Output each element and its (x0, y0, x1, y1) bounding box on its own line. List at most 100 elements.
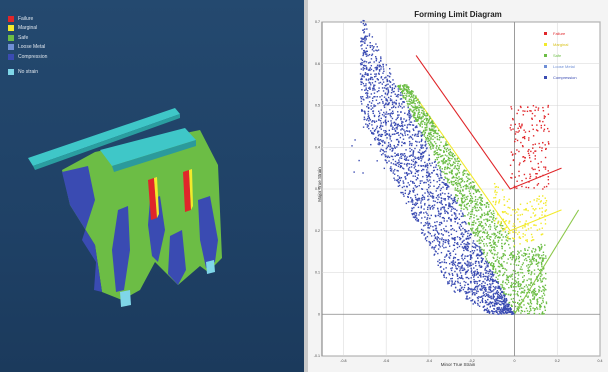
scatter-point-compression (382, 149, 385, 152)
scatter-point-marginal (509, 232, 511, 234)
scatter-point-safe (420, 107, 422, 109)
scatter-point-compression (399, 166, 402, 169)
scatter-point-compression (382, 78, 384, 81)
scatter-point-compression (376, 64, 379, 66)
scatter-point-compression (420, 222, 422, 224)
scatter-point-safe (438, 139, 441, 141)
scatter-point-compression (387, 142, 390, 144)
scatter-point-compression (393, 87, 396, 90)
scatter-point-safe (496, 253, 498, 256)
scatter-point-compression (408, 144, 411, 146)
scatter-point-compression (459, 272, 462, 274)
scatter-point-safe (479, 223, 481, 225)
scatter-point-safe (470, 215, 472, 218)
scatter-point-compression (365, 53, 367, 55)
3d-viewport[interactable]: Failure Marginal Safe Loose Metal Compre… (0, 0, 304, 372)
scatter-point-safe (520, 309, 523, 312)
scatter-point-safe (422, 120, 424, 122)
scatter-point-compression (398, 159, 400, 161)
scatter-point-marginal (498, 200, 500, 203)
scatter-point-compression (400, 111, 402, 113)
scatter-point-compression (380, 122, 382, 124)
scatter-point-compression (427, 195, 429, 197)
scatter-point-compression (428, 204, 430, 207)
scatter-point-safe (540, 243, 542, 246)
scatter-point-compression (368, 82, 370, 84)
scatter-point-safe (459, 178, 462, 180)
scatter-point-safe (500, 263, 503, 265)
scatter-point-compression (394, 85, 397, 87)
scatter-point-compression (498, 287, 501, 290)
scatter-point-safe (531, 263, 533, 265)
scatter-point-safe (498, 274, 501, 276)
scatter-point-compression (438, 262, 441, 264)
scatter-point-safe (496, 245, 498, 248)
scatter-point-safe (461, 199, 463, 201)
scatter-point-compression (488, 294, 490, 297)
scatter-point-compression (413, 203, 416, 205)
scatter-point-safe (534, 248, 537, 250)
scatter-point-marginal (507, 237, 509, 240)
scatter-point-marginal (497, 186, 499, 189)
scatter-point-safe (469, 186, 472, 189)
scatter-point-compression (377, 49, 380, 51)
scatter-point-safe (521, 310, 524, 312)
scatter-point-safe (489, 242, 491, 244)
scatter-point-compression (505, 304, 507, 306)
scatter-point-failure (514, 187, 516, 189)
scatter-point-compression (377, 78, 379, 81)
scatter-point-compression (468, 234, 471, 237)
scatter-point-compression (474, 282, 476, 285)
scatter-point-compression (364, 23, 367, 25)
scatter-point-safe (444, 177, 447, 179)
scatter-point-safe (542, 260, 544, 262)
scatter-point-compression (374, 80, 377, 83)
scatter-point-compression (426, 212, 428, 215)
scatter-point-compression (456, 236, 459, 238)
scatter-point-failure (548, 130, 550, 133)
scatter-point-safe (506, 240, 509, 242)
scatter-point-compression (500, 307, 503, 309)
scatter-point-safe (451, 164, 454, 167)
scatter-point-safe (458, 160, 460, 163)
scatter-point-failure (523, 129, 525, 131)
scatter-point-safe (436, 135, 438, 138)
scatter-point-marginal (514, 212, 516, 214)
scatter-point-safe (418, 111, 420, 113)
scatter-point-compression (391, 150, 393, 152)
scatter-point-safe (452, 183, 455, 186)
scatter-point-safe (424, 136, 427, 139)
scatter-point-compression (447, 240, 449, 243)
scatter-point-compression (417, 177, 419, 180)
scatter-point-compression (429, 176, 432, 178)
scatter-point-compression (476, 253, 478, 256)
scatter-point-safe (485, 236, 488, 238)
scatter-point-compression (410, 121, 413, 123)
scatter-point-compression (472, 240, 475, 242)
scatter-point-compression (376, 132, 379, 134)
scatter-point-compression (459, 238, 461, 241)
scatter-point-compression (367, 125, 370, 127)
scatter-point-compression (449, 196, 451, 198)
scatter-point-compression (362, 69, 364, 71)
scatter-point-compression (416, 177, 418, 179)
scatter-point-safe (541, 258, 544, 260)
scatter-point-compression (503, 306, 506, 308)
scatter-point-compression (479, 284, 481, 286)
scatter-point-compression (422, 168, 424, 171)
scatter-point-compression (378, 70, 381, 72)
scatter-point-compression (369, 42, 371, 44)
scatter-point-safe (454, 182, 457, 185)
scatter-point-compression (386, 156, 389, 159)
scatter-point-compression (509, 307, 512, 309)
scatter-point-compression (452, 244, 455, 246)
scatter-point-compression (446, 220, 448, 222)
scatter-point-safe (541, 312, 543, 314)
scatter-point-compression (406, 172, 408, 175)
scatter-point-safe (545, 302, 548, 305)
scatter-point-compression (465, 281, 467, 284)
scatter-point-compression (361, 81, 363, 84)
scatter-point-compression (452, 257, 455, 260)
panel-divider[interactable] (304, 0, 308, 372)
formed-part-model[interactable] (0, 0, 304, 372)
